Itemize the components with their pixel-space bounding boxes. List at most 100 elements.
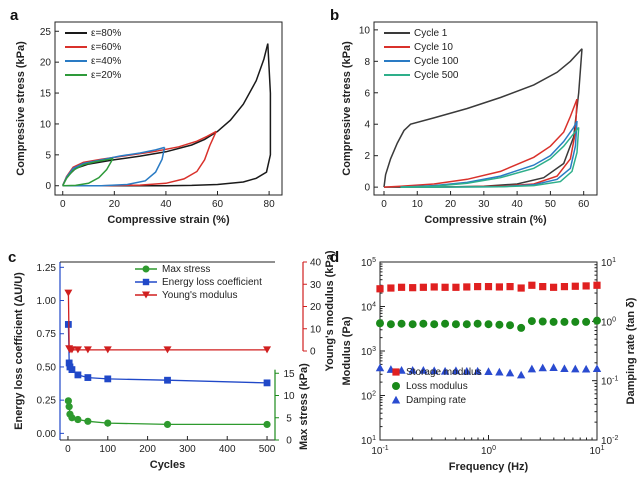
data-point	[430, 283, 438, 291]
x-tick-label: 400	[219, 444, 236, 455]
legend-marker	[392, 382, 400, 390]
legend-label: Loss modulus	[406, 381, 468, 392]
panel-d-rheology-chart: d 10-1 100 101 101 102 103 104 105 10-2 10-1 100 101…	[330, 249, 637, 473]
data-point	[163, 346, 172, 354]
legend-label: ε=80%	[91, 28, 121, 39]
legend-marker	[391, 395, 401, 404]
data-point	[473, 319, 482, 328]
data-point	[495, 320, 504, 329]
x-axis-label: Compressive strain (%)	[424, 214, 547, 226]
data-point	[560, 283, 569, 291]
data-point	[64, 397, 72, 405]
x-tick-label: 100	[99, 444, 116, 455]
data-point	[64, 289, 73, 297]
data-point	[581, 364, 591, 373]
x-tick-label: 60	[212, 199, 224, 210]
data-point	[440, 366, 450, 375]
data-point	[397, 283, 406, 291]
series-line-loading	[400, 126, 580, 188]
data-point	[408, 320, 417, 329]
legend-marker	[392, 368, 400, 376]
data-point	[484, 283, 493, 291]
left-axis-label: Energy loss coefficient (ΔU/U)	[13, 272, 25, 430]
left-tick-label: 103	[361, 346, 376, 358]
legend-label: ε=20%	[91, 70, 121, 81]
data-point	[495, 283, 503, 291]
right-outer-tick-label: 0	[310, 347, 316, 358]
data-point	[571, 364, 580, 373]
series-line-loading	[383, 48, 583, 188]
left-tick-label: 0.50	[37, 362, 57, 373]
data-point	[560, 364, 569, 373]
data-point	[65, 403, 73, 411]
y-axis-label: Compressive stress (kPa)	[341, 41, 353, 176]
x-tick-label: 0	[60, 199, 66, 210]
data-point	[463, 283, 471, 291]
left-axis-label: Modulus (Pa)	[341, 316, 353, 385]
data-point	[592, 364, 602, 373]
data-point	[549, 317, 558, 326]
left-tick-label: 0.75	[37, 329, 57, 340]
data-point	[68, 414, 76, 422]
y-tick-label: 8	[364, 57, 370, 68]
x-tick-label: 101	[589, 445, 604, 457]
data-point	[571, 317, 580, 326]
series-line-loading	[62, 130, 217, 186]
data-point	[474, 283, 482, 291]
x-tick-label: 200	[139, 444, 156, 455]
panel-label: a	[10, 7, 19, 24]
y-tick-label: 20	[40, 58, 52, 69]
y-tick-label: 2	[364, 151, 370, 162]
x-tick-label: 100	[481, 445, 496, 457]
series-line-unloading	[62, 158, 114, 187]
x-tick-label: 80	[264, 199, 276, 210]
x-tick-label: 60	[578, 199, 590, 210]
data-point	[593, 281, 601, 289]
legend-label: Cycle 100	[414, 56, 459, 67]
data-point	[430, 320, 439, 329]
legend-label: ε=40%	[91, 56, 121, 67]
right-inner-tick-label: 5	[286, 413, 292, 424]
x-tick-label: 0	[381, 199, 387, 210]
data-point	[409, 284, 417, 292]
data-point	[441, 319, 450, 328]
legend-label: ε=60%	[91, 42, 121, 53]
y-tick-label: 5	[45, 150, 51, 161]
right-outer-tick-label: 20	[310, 302, 322, 313]
data-point	[582, 317, 591, 326]
right-axis-label: Damping rate (tan δ)	[625, 297, 637, 404]
legend-label: Young's modulus	[162, 290, 237, 301]
right-tick-label: 10-2	[601, 435, 618, 447]
right-tick-label: 101	[601, 257, 616, 269]
right-inner-tick-label: 15	[283, 369, 295, 380]
data-point	[387, 284, 395, 292]
data-point	[104, 375, 112, 383]
x-axis-label: Frequency (Hz)	[449, 461, 529, 473]
panel-label: b	[330, 7, 339, 24]
data-point	[84, 417, 92, 425]
data-point	[163, 420, 172, 429]
y-tick-label: 4	[364, 120, 370, 131]
data-point	[517, 284, 525, 292]
data-point	[376, 285, 384, 293]
legend-label: Damping rate	[406, 395, 466, 406]
data-point	[451, 366, 461, 375]
legend-label: Max stress	[162, 264, 210, 275]
data-point	[397, 319, 406, 328]
data-point	[408, 366, 417, 374]
data-point	[506, 283, 514, 291]
legend-marker	[142, 291, 150, 299]
data-point	[527, 317, 536, 326]
series-line-unloading	[62, 147, 166, 187]
series-line-loading	[62, 157, 114, 187]
data-point	[516, 370, 526, 379]
data-point	[73, 346, 82, 354]
x-tick-label: 300	[179, 444, 196, 455]
right-outer-tick-label: 30	[310, 280, 322, 291]
x-tick-label: 40	[512, 199, 524, 210]
plot-frame	[54, 21, 283, 196]
data-point	[560, 317, 569, 326]
data-point	[104, 419, 112, 427]
legend-label: Cycle 10	[414, 42, 453, 53]
